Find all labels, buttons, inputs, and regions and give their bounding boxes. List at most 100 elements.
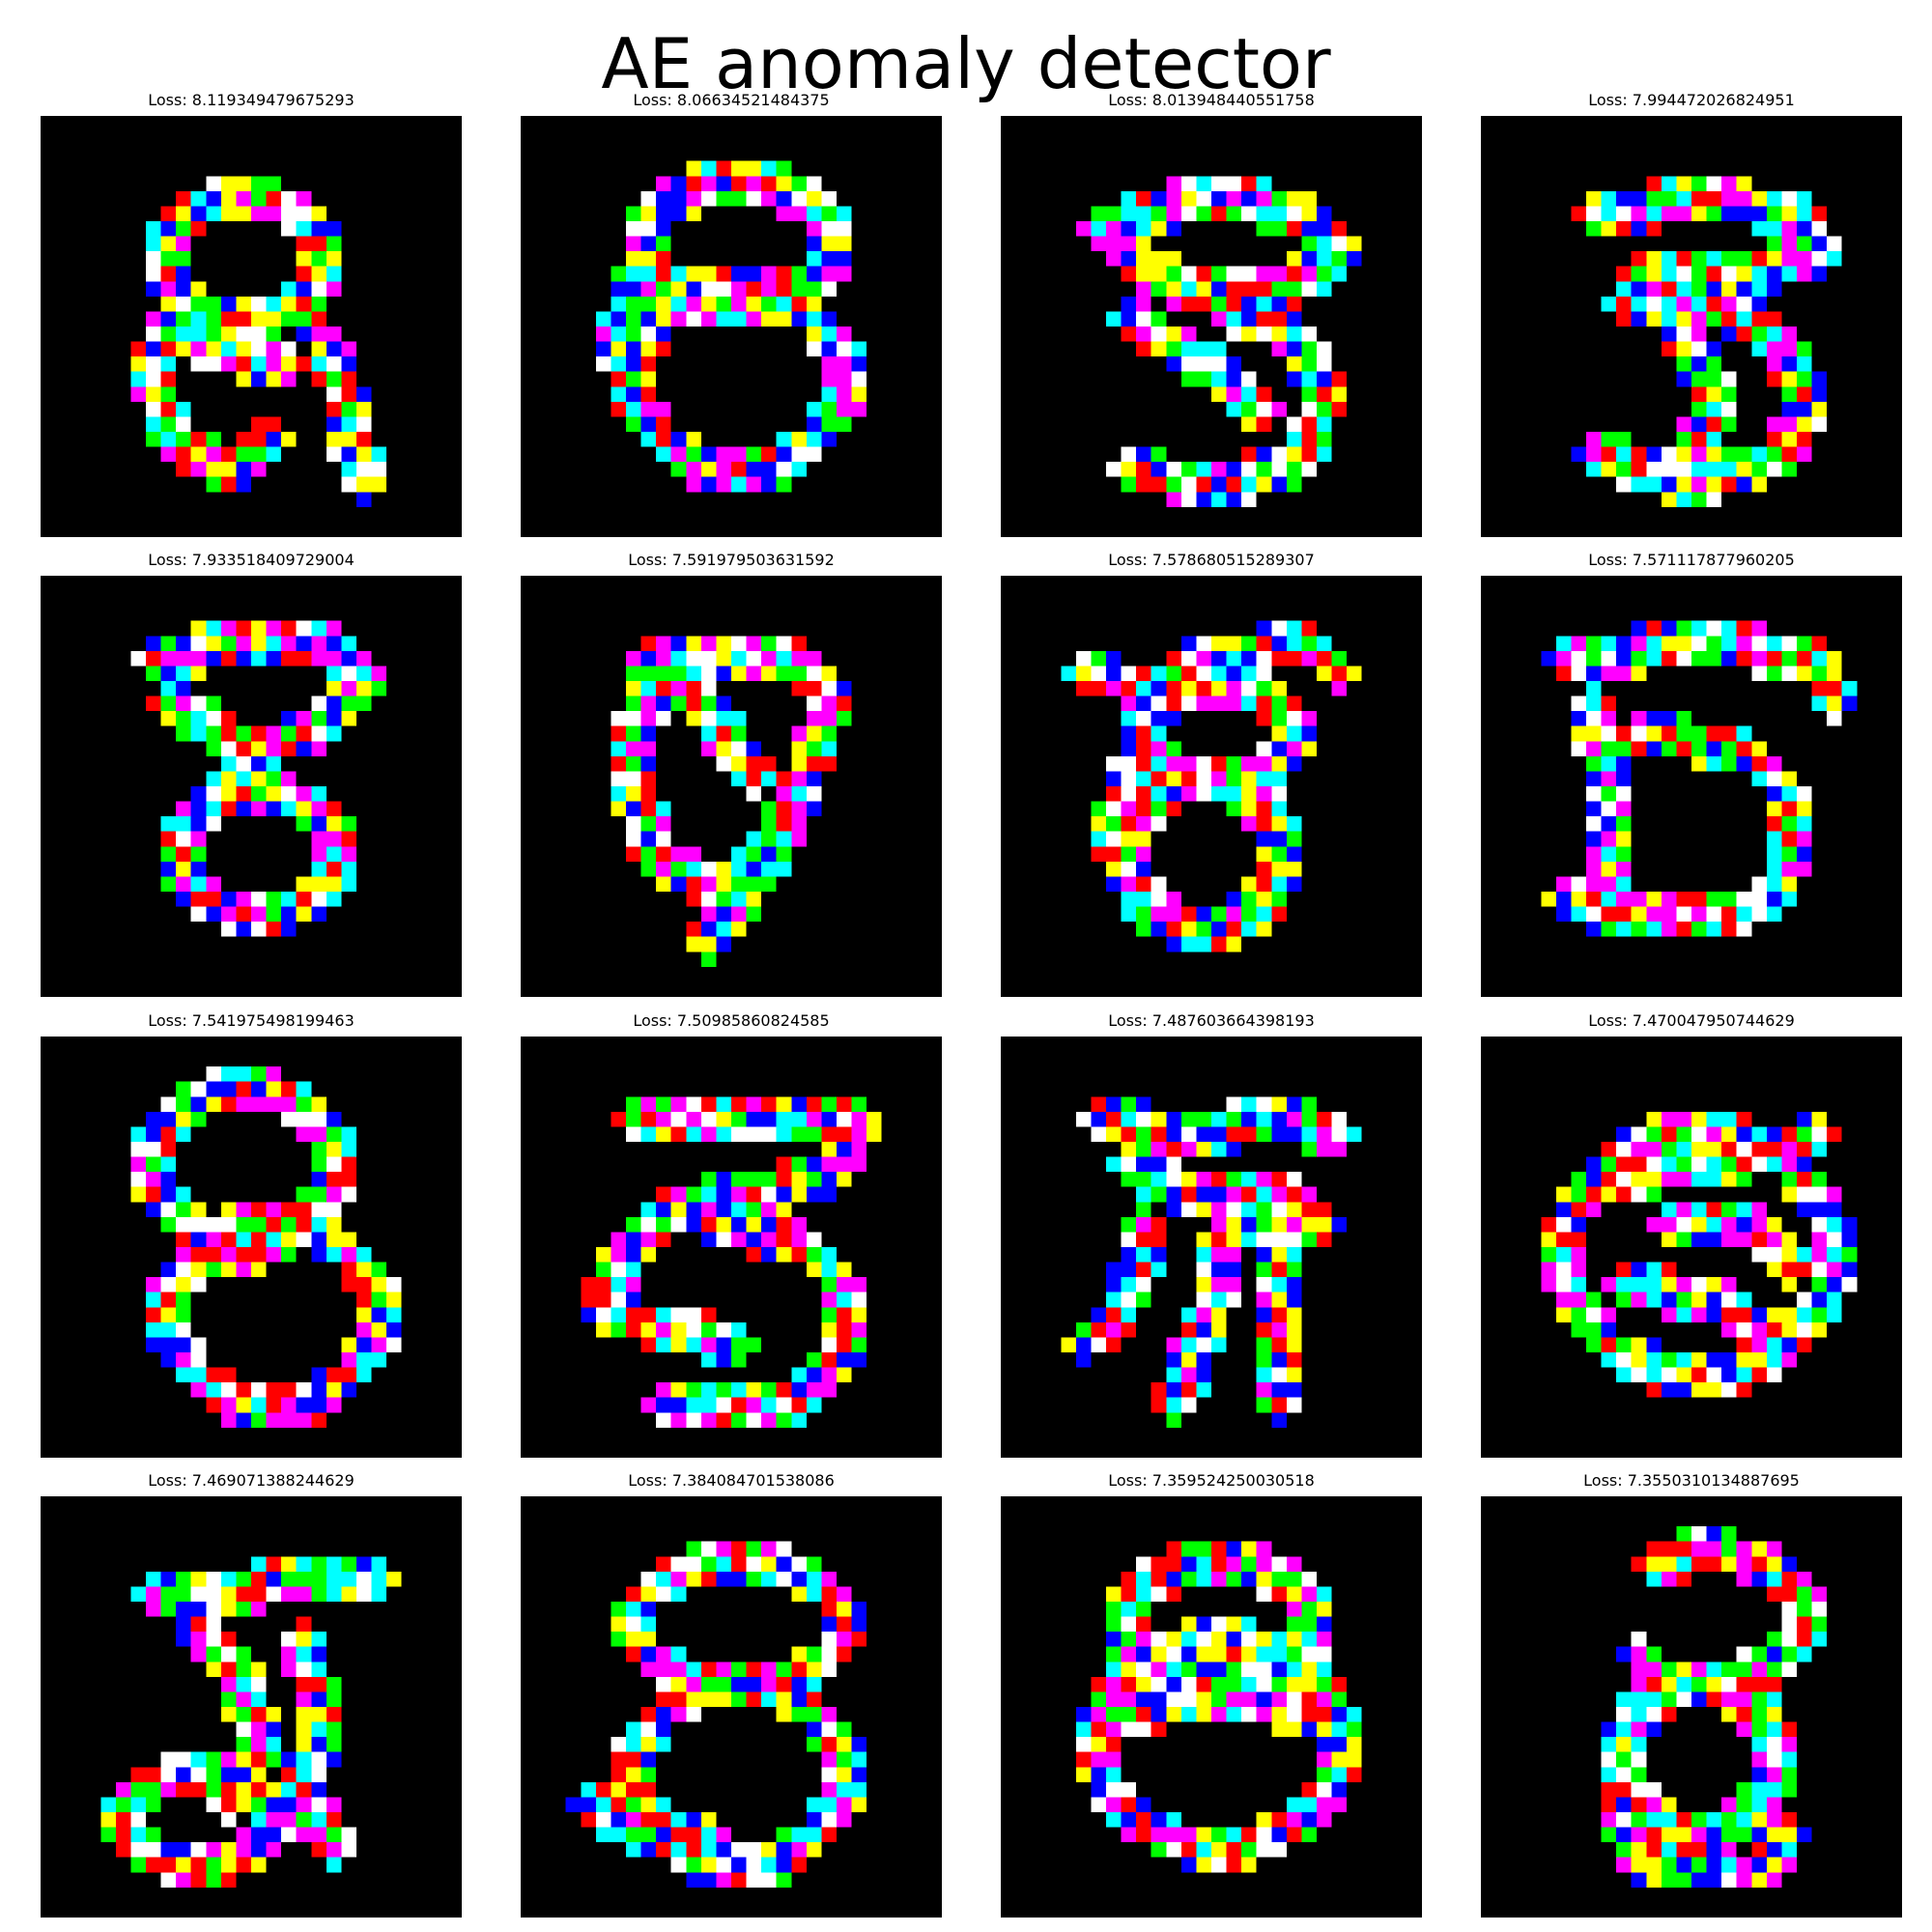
digit-pixel xyxy=(821,1721,837,1738)
digit-pixel xyxy=(1196,1352,1211,1368)
digit-pixel xyxy=(1751,341,1767,357)
digit-pixel xyxy=(1091,1767,1106,1782)
digit-pixel xyxy=(837,1172,852,1187)
digit-pixel xyxy=(1151,1812,1167,1828)
digit-pixel xyxy=(190,1247,207,1263)
digit-pixel xyxy=(700,1321,717,1338)
digit-pixel xyxy=(837,1812,852,1828)
digit-pixel xyxy=(1301,1676,1317,1692)
digit-pixel xyxy=(1301,341,1317,357)
digit-pixel xyxy=(1106,206,1122,221)
digit-pixel xyxy=(1766,416,1782,432)
digit-pixel xyxy=(281,906,297,923)
digit-pixel xyxy=(1211,190,1227,207)
digit-pixel xyxy=(266,906,282,923)
digit-pixel xyxy=(190,1337,207,1352)
digit-pixel xyxy=(236,1571,251,1587)
digit-pixel xyxy=(1691,741,1707,756)
digit-pixel xyxy=(1196,1646,1211,1662)
digit-pixel xyxy=(716,476,731,493)
digit-pixel xyxy=(670,296,687,312)
digit-pixel xyxy=(700,462,717,477)
digit-pixel xyxy=(1091,831,1106,847)
digit-pixel xyxy=(1646,1367,1662,1383)
digit-pixel xyxy=(160,1321,177,1338)
digit-pixel xyxy=(1241,636,1257,651)
digit-pixel xyxy=(1211,476,1227,493)
digit-pixel xyxy=(1180,906,1197,923)
digit-pixel xyxy=(1301,711,1317,726)
digit-pixel xyxy=(296,1216,312,1233)
digit-pixel xyxy=(776,1571,792,1587)
digit-pixel xyxy=(640,1707,657,1722)
digit-pixel xyxy=(1317,251,1332,267)
digit-pixel xyxy=(1766,666,1782,681)
digit-pixel xyxy=(251,1412,267,1428)
digit-pixel xyxy=(1646,1111,1662,1127)
digit-pixel xyxy=(1226,296,1242,312)
digit-pixel xyxy=(326,416,342,432)
digit-pixel xyxy=(1797,1337,1812,1352)
digit-pixel xyxy=(761,281,777,297)
digit-pixel xyxy=(371,1556,387,1572)
digit-pixel xyxy=(1136,341,1151,357)
digit-pixel xyxy=(1256,922,1272,937)
digit-pixel xyxy=(716,1662,731,1677)
digit-pixel xyxy=(761,1556,777,1572)
digit-pixel xyxy=(266,432,282,447)
digit-pixel xyxy=(1196,1616,1211,1633)
digit-pixel xyxy=(1601,1751,1617,1768)
digit-pixel xyxy=(1211,936,1227,952)
digit-pixel xyxy=(1286,696,1302,712)
digit-pixel xyxy=(1691,1676,1707,1692)
digit-pixel xyxy=(640,1247,657,1263)
digit-pixel xyxy=(746,1382,762,1398)
digit-pixel xyxy=(1736,636,1752,651)
digit-pixel xyxy=(1211,1202,1227,1217)
digit-pixel xyxy=(206,432,221,447)
digit-pixel xyxy=(1766,1337,1782,1352)
digit-pixel xyxy=(1286,1797,1302,1812)
digit-pixel xyxy=(731,1202,747,1217)
digit-pixel xyxy=(1827,236,1842,252)
digit-pixel xyxy=(1781,650,1797,667)
digit-pixel xyxy=(1736,1857,1752,1873)
digit-pixel xyxy=(656,311,671,327)
digit-pixel xyxy=(837,1292,852,1308)
digit-pixel xyxy=(611,1277,626,1293)
digit-pixel xyxy=(1286,846,1302,862)
digit-pixel xyxy=(1827,1232,1842,1247)
digit-pixel xyxy=(1211,1337,1227,1352)
digit-pixel xyxy=(1106,1662,1122,1677)
digit-pixel xyxy=(1136,1616,1151,1633)
digit-pixel xyxy=(746,160,762,177)
digit-pixel xyxy=(1827,1216,1842,1233)
digit-pixel xyxy=(1121,1662,1137,1677)
digit-pixel xyxy=(251,1676,267,1692)
digit-pixel xyxy=(146,1126,161,1142)
digit-pixel xyxy=(1631,1737,1647,1752)
digit-pixel xyxy=(851,1111,867,1127)
digit-pixel xyxy=(700,176,717,191)
digit-pixel xyxy=(776,1872,792,1888)
digit-pixel xyxy=(1121,1812,1137,1828)
digit-pixel xyxy=(1286,296,1302,312)
digit-pixel xyxy=(1721,1707,1737,1722)
digit-pixel xyxy=(1781,801,1797,817)
digit-pixel xyxy=(311,741,327,756)
digit-pixel xyxy=(1166,1352,1181,1368)
digit-pixel xyxy=(1811,1632,1828,1647)
digit-pixel xyxy=(1211,1571,1227,1587)
digit-pixel xyxy=(1256,1232,1272,1247)
digit-pixel xyxy=(686,1307,701,1322)
digit-pixel xyxy=(640,801,657,817)
digit-pixel xyxy=(1151,1262,1167,1278)
digit-pixel xyxy=(146,371,161,387)
digit-pixel xyxy=(1616,1126,1632,1142)
digit-pixel xyxy=(1226,1172,1242,1187)
digit-pixel xyxy=(1736,1352,1752,1368)
digit-pixel xyxy=(686,1096,701,1112)
digit-pixel xyxy=(1166,892,1181,907)
digit-pixel xyxy=(626,1216,641,1233)
digit-pixel xyxy=(296,1571,312,1587)
